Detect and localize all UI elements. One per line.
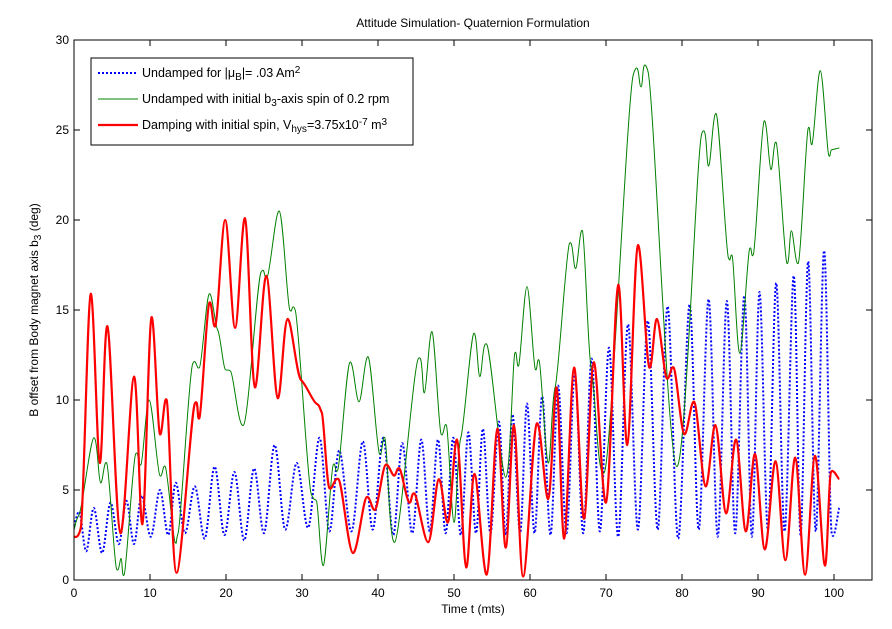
x-tick-label: 70 [599,586,613,600]
y-tick-label: 25 [56,123,70,137]
text-segment: m [368,118,382,132]
x-tick-label: 60 [523,586,537,600]
text-segment: (deg) [27,203,41,234]
text-segment: |= .03 Am [242,66,295,80]
y-tick-label: 10 [56,393,70,407]
text-segment: -7 [359,117,368,128]
x-tick-label: 0 [71,586,78,600]
text-segment: =3.75x10 [307,118,359,132]
text-segment: hys [291,124,307,135]
text-segment: 2 [295,65,301,76]
y-tick-label: 0 [62,573,69,587]
text-segment: Undamped with initial b [142,92,271,106]
y-axis-label: B offset from Body magnet axis b3 (deg) [27,203,44,416]
y-tick-label: 30 [56,33,70,47]
legend-label-1: Undamped with initial b3-axis spin of 0.… [142,92,389,109]
legend-box [90,57,414,146]
y-tick-label: 5 [62,483,69,497]
legend-label-0: Undamped for |μB|= .03 Am2 [142,65,301,83]
text-segment: 3 [382,117,388,128]
text-segment: -axis spin of 0.2 rpm [277,92,390,106]
series-line-2 [73,217,841,578]
x-tick-label: 100 [824,586,844,600]
x-axis-label: Time t (mts) [441,602,505,616]
legend: Undamped for |μB|= .03 Am2 Undamped with … [90,57,414,146]
axes: 0 10 20 30 40 50 60 70 80 90 100 0 5 10 15 20 25 30 [56,33,873,600]
x-tick-label: 80 [675,586,689,600]
x-tick-label: 90 [751,586,765,600]
text-segment: 3 [271,98,277,109]
x-tick-label: 10 [143,586,157,600]
text-segment: Undamped for |μ [142,66,235,80]
series-line-0 [73,249,841,555]
text-segment: Damping with initial spin, V [142,118,292,132]
x-tick-label: 30 [295,586,309,600]
x-tick-label: 50 [447,586,461,600]
x-tick-label: 20 [219,586,233,600]
text-segment: B offset from Body magnet axis b [27,240,41,417]
y-tick-label: 20 [56,213,70,227]
y-tick-label: 15 [56,303,70,317]
chart-title: Attitude Simulation- Quaternion Formulat… [356,16,589,30]
series-line-1 [73,64,840,576]
series-layer [73,64,841,578]
x-tick-label: 40 [371,586,385,600]
legend-label-2: Damping with initial spin, Vhys=3.75x10-… [142,117,388,135]
text-segment: 3 [33,234,44,240]
text-segment: B [235,72,242,83]
